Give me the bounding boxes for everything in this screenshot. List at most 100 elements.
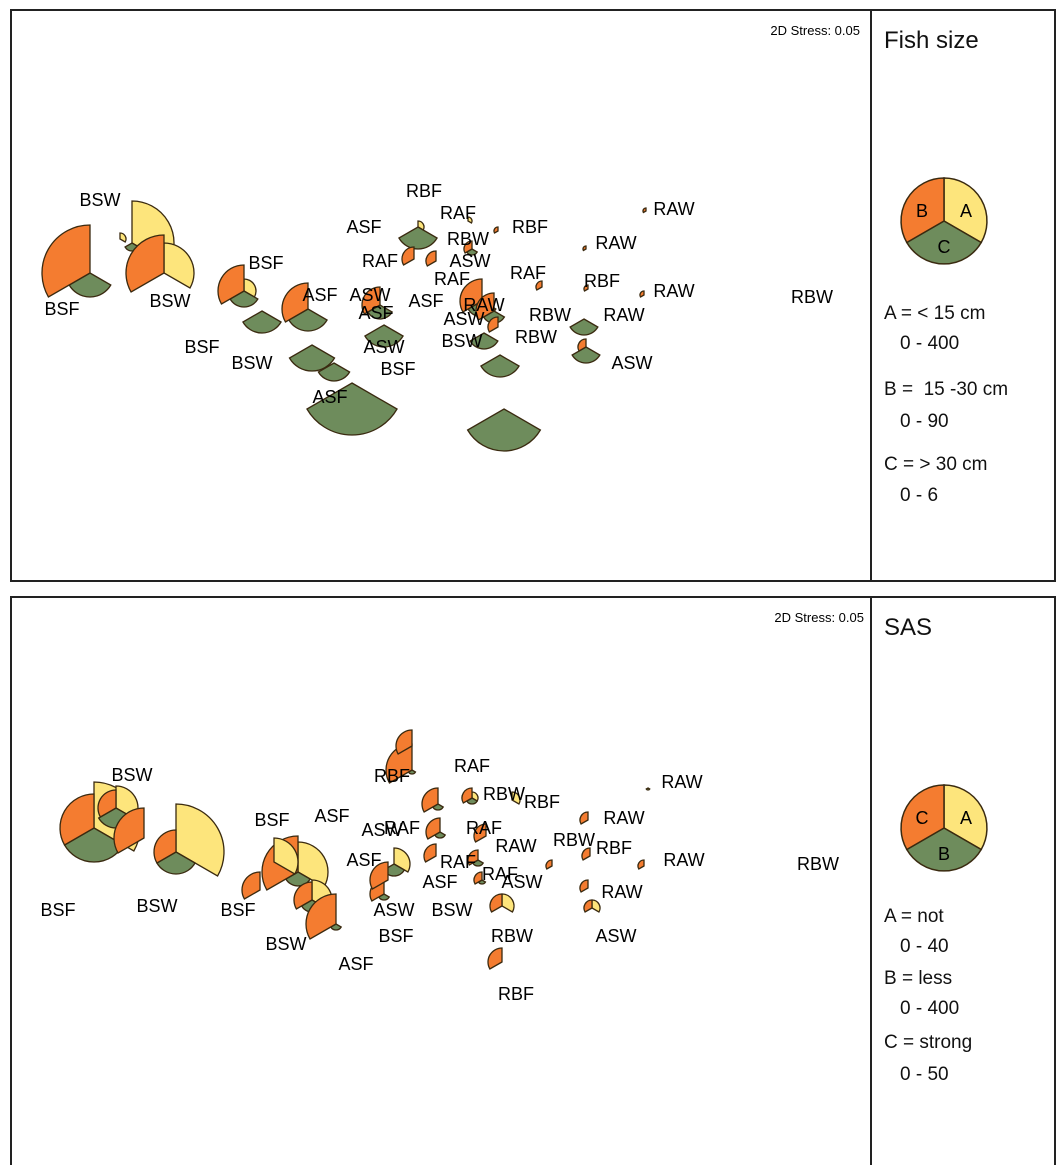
- stress-label: 2D Stress: 0.05: [774, 610, 864, 625]
- wedge-left: [281, 282, 309, 323]
- wedge-left: [475, 292, 495, 321]
- wedge-lower: [398, 226, 438, 250]
- wedge-lower: [68, 272, 112, 298]
- wedge-left: [41, 224, 91, 298]
- sample-label: RAW: [603, 808, 644, 828]
- legend-line-b: B = 15 -30 cm: [884, 379, 1009, 400]
- wedge-left: [473, 871, 483, 885]
- sample-label: BSF: [184, 337, 219, 357]
- sample-label: BSF: [220, 900, 255, 920]
- sample-label: BSW: [265, 934, 306, 954]
- wedge-left: [637, 859, 645, 870]
- wedge-left: [401, 246, 415, 266]
- sample-label: RBF: [374, 766, 410, 786]
- wedge-lower: [480, 354, 520, 378]
- sample-label: BSF: [254, 810, 289, 830]
- wedge-left: [583, 284, 589, 292]
- sample-label: BSF: [378, 926, 413, 946]
- sample-label: RBF: [524, 792, 560, 812]
- fish-size-mds-plot: 2D Stress: 0.05 BSW BSF BSW BSF BSF BSW ASF ASF…: [12, 11, 872, 580]
- wedge-a: [467, 216, 473, 224]
- legend-range-c: 0 - 50: [900, 1064, 949, 1085]
- sample-label: RBW: [447, 229, 489, 249]
- wedge-left: [487, 947, 503, 970]
- fish-size-svg: 2D Stress: 0.05 BSW BSF BSW BSF BSF BSW ASF ASF…: [41, 23, 860, 452]
- wedge-left: [369, 861, 389, 890]
- legend-range-b: 0 - 90: [900, 411, 949, 432]
- sample-label: BSW: [431, 900, 472, 920]
- sample-label: RBF: [512, 217, 548, 237]
- sas-mds-plot: 2D Stress: 0.05 BSW BSF BSW BSF BSF BSW ASF ASF…: [12, 598, 872, 1165]
- sample-label: ASW: [363, 337, 404, 357]
- sample-label: RAF: [362, 251, 398, 271]
- sample-label: RBF: [584, 271, 620, 291]
- sample-label: ASW: [595, 926, 636, 946]
- legend-key-c: C: [916, 808, 929, 828]
- sample-label: RAF: [454, 756, 490, 776]
- wedge-left: [459, 278, 483, 313]
- legend-line-a: A = < 15 cm: [884, 303, 986, 324]
- legend-title: Fish size: [884, 27, 979, 54]
- legend-range-a: 0 - 400: [900, 333, 960, 354]
- sample-label: RBF: [596, 838, 632, 858]
- wedge-left: [535, 280, 543, 291]
- sample-label: RAW: [595, 233, 636, 253]
- wedge-a: [119, 232, 127, 243]
- sample-label: RAF: [434, 269, 470, 289]
- legend-slice-b: [900, 177, 945, 244]
- sample-label: BSW: [149, 291, 190, 311]
- wedge-left: [125, 234, 165, 293]
- sample-label: RAW: [601, 882, 642, 902]
- sample-label: ASW: [361, 820, 402, 840]
- sample-label: RAW: [495, 836, 536, 856]
- wedge-lower: [469, 332, 499, 350]
- wedge-left: [577, 338, 587, 352]
- wedge-a: [273, 837, 299, 875]
- wedge-left: [293, 881, 313, 910]
- sample-label: ASF: [408, 291, 443, 311]
- sample-label: ASF: [314, 806, 349, 826]
- wedge-lower: [569, 318, 599, 336]
- wedge-a: [501, 893, 515, 913]
- wedge-left: [579, 879, 589, 893]
- sas-svg: 2D Stress: 0.05 BSW BSF BSW BSF BSF BSW ASF ASF…: [40, 610, 864, 1004]
- wedge-left: [467, 849, 479, 866]
- sample-label: BSW: [231, 353, 272, 373]
- fish-size-panel: 2D Stress: 0.05 BSW BSF BSW BSF BSF BSW ASF ASF…: [10, 9, 1056, 582]
- wedge-lower: [306, 382, 398, 436]
- legend-title: SAS: [884, 614, 933, 641]
- wedge-lower: [229, 290, 259, 308]
- wedge-left: [217, 264, 245, 305]
- wedge-left: [579, 811, 589, 825]
- legend-slice-c: [905, 220, 983, 265]
- sample-label: RBW: [553, 830, 595, 850]
- wedge-left: [153, 829, 177, 864]
- sample-label: RAF: [510, 263, 546, 283]
- sample-label: RAF: [466, 818, 502, 838]
- legend-line-a: A = not: [884, 906, 944, 927]
- wedge-left: [463, 240, 473, 254]
- sample-label: BSF: [248, 253, 283, 273]
- wedge-left: [395, 729, 413, 755]
- sample-label: RAW: [603, 305, 644, 325]
- wedge-left: [545, 859, 553, 870]
- sample-label: BSW: [111, 765, 152, 785]
- wedge-left: [421, 787, 439, 813]
- sample-label: RAW: [661, 772, 702, 792]
- sample-label: RAF: [440, 852, 476, 872]
- sample-label: ASW: [501, 872, 542, 892]
- legend-key-pie: C A B: [900, 784, 988, 872]
- sample-label: BSF: [40, 900, 75, 920]
- legend-range-a: 0 - 40: [900, 936, 949, 957]
- wedge-left: [423, 843, 437, 863]
- wedge-left: [487, 316, 499, 333]
- fish-size-legend: Fish size B A C A = < 15 cm 0 - 400 B = …: [870, 11, 1054, 580]
- wedge-lower: [242, 310, 282, 334]
- wedge-lower: [366, 304, 394, 320]
- wedge-left: [583, 899, 593, 913]
- legend-key-b: B: [916, 201, 928, 221]
- wedge-left: [582, 245, 587, 252]
- sample-label: RAF: [440, 203, 476, 223]
- sample-label: ASF: [346, 850, 381, 870]
- wedge-a: [591, 899, 601, 913]
